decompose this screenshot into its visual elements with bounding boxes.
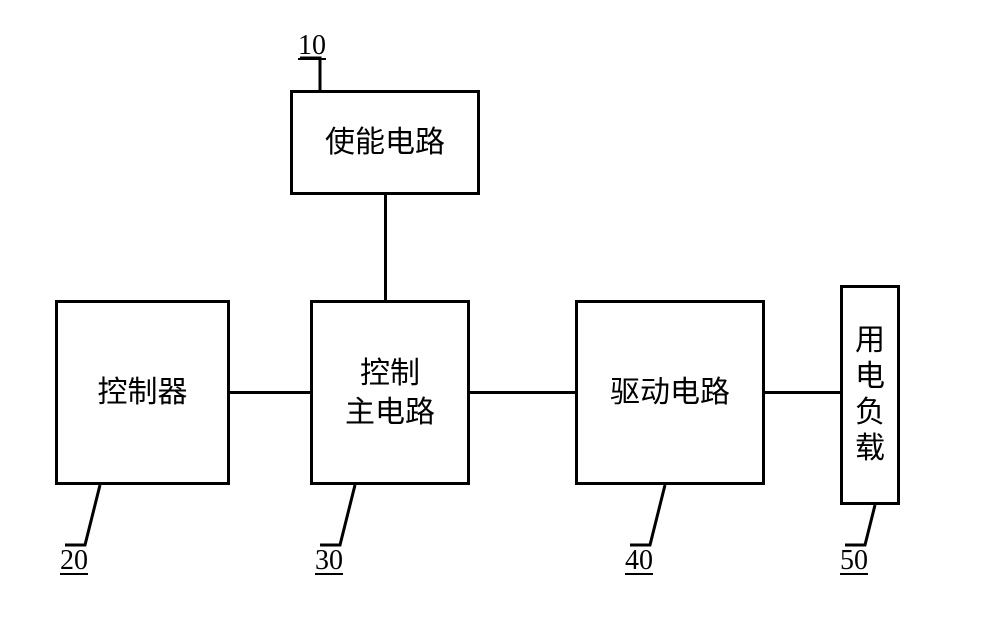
leader-line-50 xyxy=(0,0,1000,642)
